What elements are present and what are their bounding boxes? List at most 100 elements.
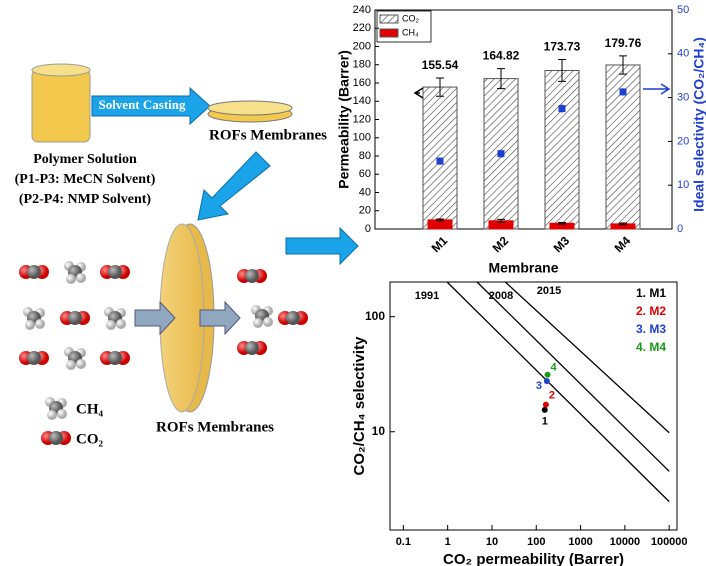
x-tick-label: 100000 — [651, 536, 688, 548]
y-tick-label: 40 — [359, 186, 371, 198]
x-tick-label: M3 — [551, 233, 573, 255]
beaker-top — [31, 63, 91, 77]
ch4-molecule — [64, 261, 86, 284]
arrow — [285, 226, 359, 266]
label: Polymer Solution — [33, 152, 137, 167]
bound-label: 2008 — [489, 290, 513, 302]
legend-label: CH₄ — [402, 27, 419, 37]
y-tick-label: 240 — [353, 4, 371, 16]
upper-bound — [504, 281, 670, 434]
co2-molecule — [100, 265, 130, 279]
point — [542, 401, 549, 408]
plot-frame — [389, 281, 678, 531]
x-tick-label: 100 — [527, 536, 545, 548]
arrow — [91, 86, 211, 126]
y-tick-label: 80 — [359, 150, 371, 162]
ch4-molecule — [104, 307, 126, 330]
marker — [558, 105, 566, 113]
y-tick-label: 120 — [353, 113, 371, 125]
x-tick-label: M4 — [612, 233, 634, 255]
legend-label: CH₄ — [76, 401, 104, 417]
bound-label: 2015 — [537, 285, 561, 297]
label: ROFs Membranes — [209, 127, 327, 143]
y-axis-label: CO₂/CH₄ selectivity — [351, 336, 368, 476]
y-tick-label: 200 — [353, 40, 371, 52]
y-tick-label: 0 — [365, 223, 371, 235]
ch4-molecule — [64, 347, 86, 370]
point — [544, 371, 551, 378]
error-bar — [436, 218, 444, 222]
beaker — [31, 69, 91, 143]
x-tick-label: 10000 — [610, 536, 641, 548]
label: ROFs Membranes — [156, 419, 274, 435]
ch4-molecule — [23, 307, 45, 330]
y-tick-label: 220 — [353, 22, 371, 34]
data-label: 155.54 — [422, 58, 459, 72]
y-tick-label: 20 — [359, 205, 371, 217]
y-tick-label: 100 — [353, 132, 371, 144]
y-tick-label: 180 — [353, 59, 371, 71]
co2-molecule — [278, 311, 308, 325]
y2-tick-label: 20 — [677, 135, 689, 147]
y2-tick-label: 30 — [677, 92, 689, 104]
error-bar — [558, 222, 566, 225]
label: (P2-P4: NMP Solvent) — [19, 192, 152, 207]
charts: 0204060801001201401601802002202400102030… — [336, 4, 706, 566]
x-tick-label: 10 — [486, 536, 498, 548]
y-tick-label: 60 — [359, 168, 371, 180]
legend-label: 2. M2 — [636, 304, 666, 318]
legend-label: CO₂ — [402, 13, 420, 23]
x-axis-label: Membrane — [488, 260, 558, 276]
point-label: 1 — [542, 416, 548, 428]
y-tick-label: 100 — [365, 309, 385, 323]
arrow — [197, 151, 271, 221]
x-tick-label: M2 — [490, 233, 512, 255]
upper-bound — [476, 281, 670, 472]
co2-molecule — [19, 351, 49, 365]
y-axis-label: Permeability (Barrer) — [336, 50, 352, 189]
x-tick-label: 1 — [445, 536, 451, 548]
y2-tick-label: 0 — [677, 223, 683, 235]
error-bar — [619, 222, 627, 226]
x-axis-label: CO₂ permeability (Barrer) — [443, 551, 624, 566]
legend-box — [376, 10, 432, 43]
legend-label: 1. M1 — [636, 286, 666, 300]
arrow — [643, 83, 671, 95]
error-bar — [619, 55, 627, 75]
point — [541, 406, 548, 413]
legend-swatch — [379, 28, 399, 38]
bound-label: 1991 — [415, 290, 439, 302]
ch4-molecule — [45, 397, 67, 420]
x-tick-label: M1 — [429, 233, 451, 255]
point-label: 3 — [536, 380, 542, 392]
error-bar — [497, 218, 505, 223]
y2-tick-label: 50 — [677, 4, 689, 16]
co2-molecule — [60, 311, 90, 325]
error-bar — [558, 59, 566, 82]
data-label: 179.76 — [605, 36, 642, 50]
x-tick-label: 0.1 — [396, 536, 411, 548]
y2-axis-label: Ideal selectivity (CO₂/CH₄) — [691, 37, 706, 212]
legend-label: CO₂ — [76, 431, 104, 447]
co2-molecule — [19, 265, 49, 279]
error-bar — [497, 68, 505, 90]
ch4-molecule — [251, 305, 273, 328]
y2-tick-label: 40 — [677, 48, 689, 60]
point-label: 4 — [550, 362, 557, 374]
arrow — [134, 300, 176, 336]
legend-label: 4. M4 — [636, 340, 666, 354]
point-label: 2 — [549, 390, 555, 402]
x-tick-label: 1000 — [568, 536, 592, 548]
bar — [544, 69, 580, 230]
marker — [619, 88, 627, 96]
y-tick-label: 160 — [353, 77, 371, 89]
label: Solvent Casting — [98, 97, 186, 112]
co2-molecule — [100, 351, 130, 365]
data-label: 173.73 — [544, 40, 581, 54]
point — [543, 378, 550, 385]
legend-swatch — [379, 14, 399, 24]
arrow — [413, 87, 424, 99]
co2-molecule — [41, 431, 71, 445]
error-bar — [436, 77, 444, 97]
marker — [497, 150, 505, 158]
